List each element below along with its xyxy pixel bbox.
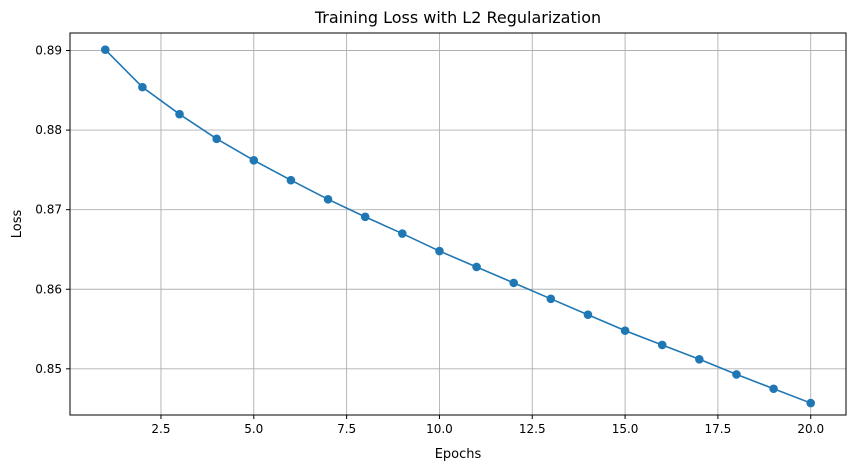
data-point bbox=[175, 109, 184, 119]
data-point bbox=[732, 370, 741, 379]
x-tick-label: 5.0 bbox=[244, 422, 263, 436]
data-point bbox=[138, 82, 147, 92]
data-point bbox=[769, 384, 778, 394]
y-axis-label: Loss bbox=[10, 210, 25, 239]
y-axis: 0.85 0.86 0.87 0.88 0.89 bbox=[35, 44, 70, 376]
x-tick-label: 10.0 bbox=[426, 422, 453, 436]
data-point bbox=[583, 310, 593, 320]
data-point bbox=[360, 212, 370, 222]
data-point bbox=[695, 354, 704, 364]
series-layer bbox=[100, 45, 816, 408]
chart-title: Training Loss with L2 Regularization bbox=[314, 8, 601, 27]
x-tick-label: 7.5 bbox=[337, 422, 356, 436]
data-point bbox=[323, 195, 333, 204]
y-tick-label: 0.87 bbox=[35, 203, 62, 217]
x-tick-label: 17.5 bbox=[705, 422, 732, 436]
data-point bbox=[472, 262, 481, 272]
y-tick-label: 0.89 bbox=[35, 44, 62, 58]
x-tick-label: 20.0 bbox=[797, 422, 824, 436]
data-point bbox=[509, 278, 518, 288]
data-point bbox=[657, 340, 667, 350]
x-axis-label: Epochs bbox=[435, 447, 482, 462]
data-point bbox=[398, 229, 407, 238]
data-point bbox=[100, 45, 110, 55]
data-point bbox=[212, 134, 221, 144]
y-tick-label: 0.88 bbox=[35, 123, 62, 137]
x-tick-label: 12.5 bbox=[519, 422, 546, 436]
y-tick-label: 0.86 bbox=[35, 282, 62, 296]
data-point bbox=[620, 326, 630, 335]
data-point bbox=[249, 156, 259, 165]
x-tick-label: 15.0 bbox=[612, 422, 639, 436]
data-point bbox=[806, 398, 816, 408]
x-axis: 2.5 5.0 7.5 10.0 12.5 15.0 17.5 20.0 bbox=[151, 415, 824, 436]
data-point bbox=[435, 246, 444, 256]
series-line bbox=[104, 49, 812, 404]
data-point bbox=[286, 175, 296, 185]
plot-frame bbox=[69, 32, 847, 416]
y-tick-label: 0.85 bbox=[35, 362, 62, 376]
x-tick-label: 2.5 bbox=[151, 422, 170, 436]
grid bbox=[70, 33, 846, 415]
data-point bbox=[546, 294, 556, 304]
